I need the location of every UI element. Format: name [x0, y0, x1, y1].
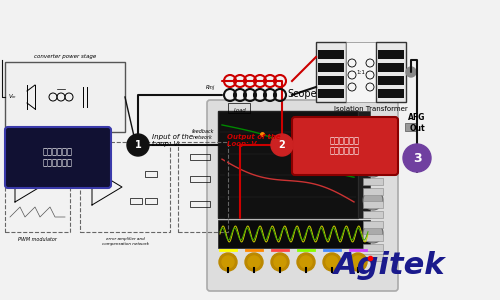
Circle shape: [271, 253, 289, 271]
Bar: [145, 171, 157, 177]
Circle shape: [274, 256, 286, 268]
Circle shape: [349, 253, 367, 271]
Bar: [358, 111, 370, 218]
Circle shape: [352, 256, 364, 268]
Text: 1:1: 1:1: [356, 70, 366, 74]
Circle shape: [297, 253, 315, 271]
Text: 1: 1: [134, 140, 141, 150]
Bar: [145, 198, 157, 204]
Bar: [318, 76, 344, 85]
FancyBboxPatch shape: [292, 117, 398, 175]
Bar: [190, 176, 210, 182]
Bar: [218, 111, 358, 218]
Text: Load: Load: [234, 108, 246, 113]
Bar: [363, 188, 383, 195]
Circle shape: [219, 253, 237, 271]
Text: Output of the
Loop: Vᵣ: Output of the Loop: Vᵣ: [227, 134, 280, 147]
Circle shape: [363, 157, 383, 177]
Text: Isolation Transformer: Isolation Transformer: [334, 106, 408, 112]
Bar: [318, 89, 344, 98]
Text: 3: 3: [412, 152, 422, 164]
Circle shape: [248, 256, 260, 268]
Text: error amplifier and
compensation network: error amplifier and compensation network: [102, 237, 148, 246]
Circle shape: [403, 144, 431, 172]
Bar: [178, 142, 228, 232]
Bar: [363, 145, 383, 152]
Bar: [363, 168, 383, 175]
Text: Input of the
Loop: Vᵢ: Input of the Loop: Vᵢ: [152, 134, 193, 147]
Bar: [363, 234, 383, 241]
FancyBboxPatch shape: [5, 127, 111, 188]
Bar: [346, 42, 376, 102]
Bar: [363, 221, 383, 228]
Circle shape: [300, 256, 312, 268]
Text: AFG
Out: AFG Out: [408, 113, 426, 133]
Bar: [80, 142, 170, 232]
Text: 2: 2: [278, 140, 285, 150]
Bar: [190, 201, 210, 207]
Text: Agitek: Agitek: [334, 250, 446, 280]
Bar: [218, 220, 370, 248]
FancyBboxPatch shape: [207, 100, 398, 291]
Circle shape: [222, 256, 234, 268]
Circle shape: [326, 256, 338, 268]
Bar: [190, 154, 210, 160]
Circle shape: [271, 134, 293, 156]
Bar: [378, 76, 404, 85]
Bar: [378, 50, 404, 59]
Bar: [316, 42, 346, 102]
Text: Scope: Scope: [288, 89, 318, 99]
Circle shape: [406, 67, 416, 77]
Circle shape: [127, 134, 149, 156]
Bar: [363, 201, 383, 208]
Bar: [363, 155, 383, 162]
Bar: [376, 42, 406, 102]
Text: 在注入电阻下
侧的为环路的: 在注入电阻下 侧的为环路的: [43, 148, 73, 167]
Text: PWM modulator: PWM modulator: [18, 237, 57, 242]
Bar: [5, 142, 70, 232]
Circle shape: [363, 223, 383, 243]
Bar: [318, 50, 344, 59]
Bar: [363, 244, 383, 251]
Circle shape: [363, 124, 383, 144]
Bar: [405, 123, 417, 131]
Bar: [363, 135, 383, 142]
Bar: [5, 62, 125, 132]
Circle shape: [323, 253, 341, 271]
Bar: [378, 89, 404, 98]
Circle shape: [363, 190, 383, 210]
Bar: [363, 211, 383, 218]
Circle shape: [245, 253, 263, 271]
Text: $V_{in}$: $V_{in}$: [8, 92, 17, 101]
Bar: [130, 198, 142, 204]
Bar: [228, 103, 250, 113]
Bar: [363, 178, 383, 185]
Bar: [318, 63, 344, 72]
Text: 在注入电阻上
侧的为环路的: 在注入电阻上 侧的为环路的: [330, 136, 360, 156]
Bar: [378, 63, 404, 72]
Bar: [363, 254, 383, 261]
Text: converter power stage: converter power stage: [34, 54, 96, 59]
Text: feedback
network: feedback network: [192, 129, 214, 140]
Text: Rinj: Rinj: [206, 85, 215, 91]
